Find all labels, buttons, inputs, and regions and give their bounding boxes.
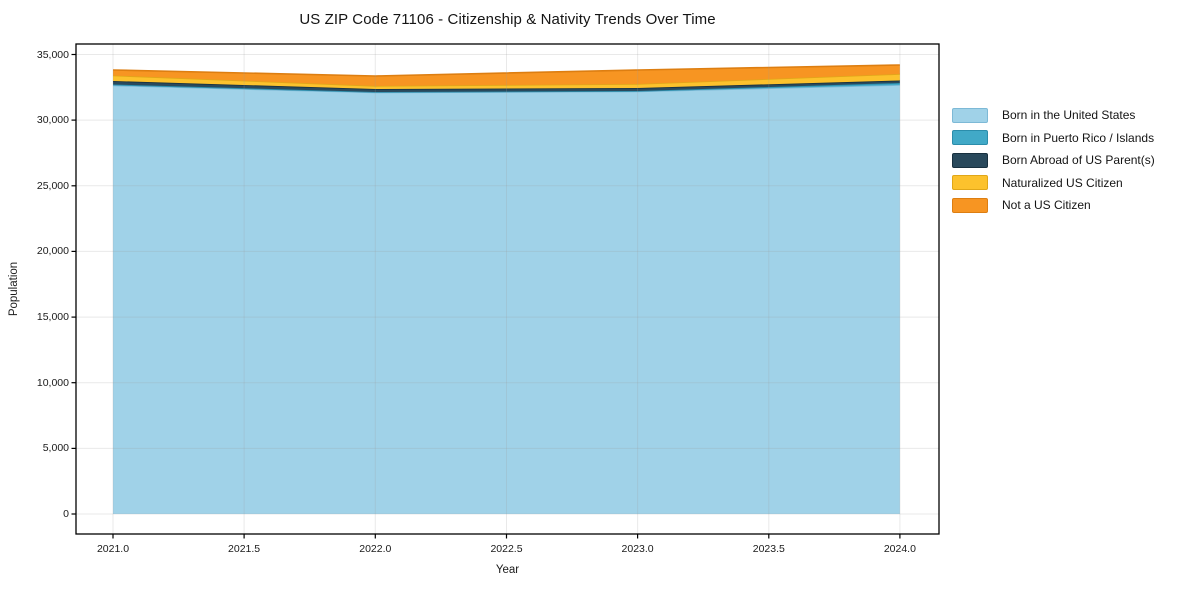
y-tick-label: 25,000 (36, 179, 69, 192)
y-tick-label: 15,000 (36, 311, 69, 324)
legend-item-born-in-the-united-states: Born in the United States (952, 104, 1155, 127)
legend-swatch (952, 152, 988, 168)
x-tick-label: 2022.0 (359, 543, 392, 555)
legend-item-born-abroad-of-us-parent-s: Born Abroad of US Parent(s) (952, 149, 1155, 172)
legend-swatch (952, 175, 988, 191)
area-born-abroad-of-us-parent-s (113, 80, 900, 92)
legend-item-naturalized-us-citizen: Naturalized US Citizen (952, 172, 1155, 195)
y-tick-label: 30,000 (36, 114, 69, 127)
chart-title: US ZIP Code 71106 - Citizenship & Nativi… (299, 11, 716, 28)
area-born-in-the-united-states (113, 85, 900, 514)
legend-swatch (952, 107, 988, 123)
legend-label: Naturalized US Citizen (1002, 175, 1123, 190)
y-tick-label: 20,000 (36, 245, 69, 258)
x-tick-label: 2023.5 (752, 543, 785, 555)
edge-not-a-us-citizen (112, 64, 900, 77)
x-tick-label: 2022.5 (490, 543, 523, 555)
area-naturalized-us-citizen (113, 74, 900, 89)
legend-item-not-a-us-citizen: Not a US Citizen (952, 194, 1155, 217)
y-tick-label: 5,000 (42, 442, 69, 455)
x-axis-label: Year (495, 564, 520, 576)
x-tick-label: 2021.5 (228, 543, 261, 555)
legend-label: Born in the United States (1002, 108, 1136, 123)
legend-label: Not a US Citizen (1002, 198, 1091, 213)
x-tick-label: 2023.0 (621, 543, 654, 555)
y-tick-label: 0 (63, 508, 69, 520)
y-tick-label: 35,000 (36, 48, 69, 61)
legend-item-born-in-puerto-rico-islands: Born in Puerto Rico / Islands (952, 127, 1155, 150)
legend-swatch (952, 130, 988, 146)
legend: Born in the United States Born in Puerto … (952, 104, 1155, 217)
area-not-a-us-citizen (113, 65, 900, 86)
y-tick-label: 10,000 (36, 376, 69, 389)
x-tick-label: 2021.0 (96, 543, 130, 555)
legend-label: Born Abroad of US Parent(s) (1002, 153, 1155, 168)
legend-label: Born in Puerto Rico / Islands (1002, 130, 1155, 145)
plot-border (75, 43, 940, 535)
x-tick-label: 2024.0 (883, 543, 916, 555)
legend-swatch (952, 197, 988, 213)
